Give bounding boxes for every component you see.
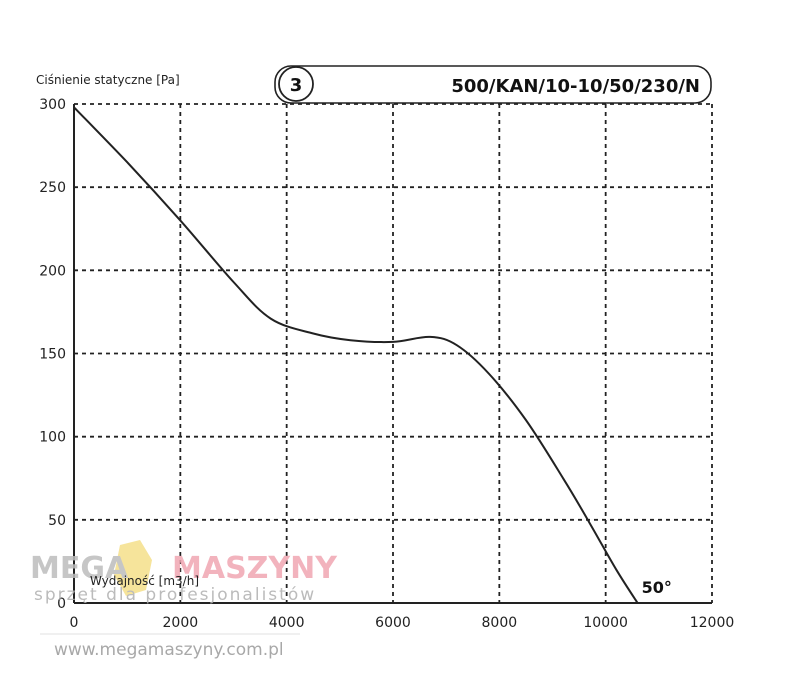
y-tick-label: 300 bbox=[39, 97, 66, 113]
y-tick-label: 150 bbox=[39, 347, 66, 363]
chart-grid bbox=[74, 103, 713, 603]
y-tick-label: 50 bbox=[48, 513, 66, 529]
x-axis-title: Wydajność [m3/h] bbox=[90, 574, 199, 588]
x-tick-label: 2000 bbox=[163, 615, 199, 631]
x-tick-label: 6000 bbox=[375, 615, 411, 631]
watermark-logo-icon bbox=[114, 540, 152, 596]
y-axis-title: Ciśnienie statyczne [Pa] bbox=[36, 73, 180, 87]
x-tick-labels: 0 2000 4000 6000 8000 10000 12000 bbox=[70, 615, 735, 631]
angle-annotation: 50° bbox=[642, 578, 672, 597]
x-tick-label: 4000 bbox=[269, 615, 305, 631]
watermark-url: www.megamaszyny.com.pl bbox=[54, 640, 284, 660]
y-tick-label: 100 bbox=[39, 430, 66, 446]
badge-number: 3 bbox=[290, 75, 303, 96]
watermark-brand-left: MEGA bbox=[30, 551, 129, 586]
x-tick-label: 0 bbox=[70, 615, 79, 631]
y-tick-label: 0 bbox=[57, 596, 66, 612]
y-tick-labels: 0 50 100 150 200 250 300 bbox=[39, 97, 66, 612]
x-tick-label: 10000 bbox=[583, 615, 628, 631]
model-header-box bbox=[274, 65, 712, 104]
x-tick-label: 12000 bbox=[690, 615, 735, 631]
chart-axes bbox=[73, 104, 712, 604]
watermark-tagline: sprzęt dla profesjonalistów bbox=[34, 585, 316, 605]
model-code: 500/KAN/10-10/50/230/N bbox=[451, 76, 700, 97]
badge-circle bbox=[278, 66, 314, 102]
fan-curve-line bbox=[73, 106, 639, 604]
model-header: 3 500/KAN/10-10/50/230/N bbox=[274, 65, 712, 104]
y-tick-label: 250 bbox=[39, 180, 66, 196]
watermark: MEGA MASZYNY sprzęt dla profesjonalistów… bbox=[30, 540, 338, 660]
y-tick-label: 200 bbox=[39, 263, 66, 279]
x-tick-label: 8000 bbox=[482, 615, 518, 631]
watermark-brand-right: MASZYNY bbox=[172, 551, 338, 586]
